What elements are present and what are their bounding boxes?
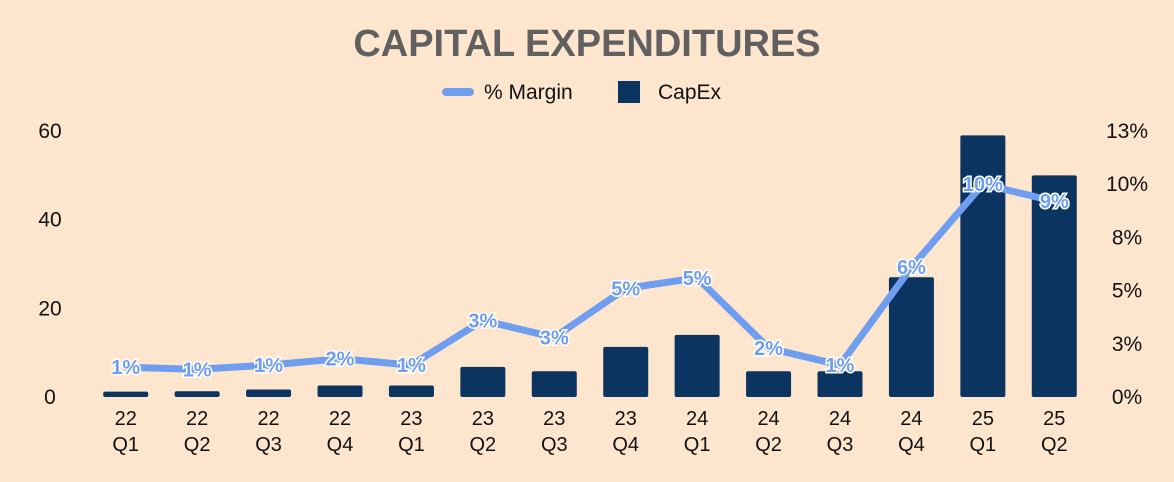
margin-data-label: 2%: [754, 338, 783, 360]
capex-bar: [246, 389, 292, 397]
margin-data-labels: 1% 1% 1% 2% 1% 3% 3% 5% 5% 2% 1% 6% 10% 9%: [110, 173, 1071, 383]
capex-bar: [1031, 175, 1077, 397]
legend-margin-label: % Margin: [484, 81, 573, 104]
margin-data-label: 3%: [540, 327, 569, 349]
capex-bar: [746, 371, 792, 397]
margin-data-label: 10%: [963, 174, 1003, 196]
category-year-label: 22: [257, 408, 279, 430]
margin-data-label: 2%: [326, 349, 355, 371]
margin-data-label: 3%: [468, 310, 497, 332]
category-year-label: 24: [686, 408, 708, 430]
capex-bar: [674, 334, 720, 397]
left-tick-label: 0: [44, 386, 56, 409]
category-year-label: 24: [900, 408, 922, 430]
category-quarter-label: Q1: [398, 434, 425, 456]
left-tick-label: 60: [38, 120, 61, 143]
chart-title: CAPITAL EXPENDITURES: [353, 23, 820, 65]
category-year-label: 24: [757, 408, 779, 430]
category-quarter-label: Q2: [755, 434, 782, 456]
capex-bar: [460, 366, 506, 397]
category-year-label: 23: [472, 408, 494, 430]
left-tick-label: 20: [38, 297, 61, 320]
category-year-label: 23: [615, 408, 637, 430]
capex-bar: [174, 391, 220, 397]
margin-data-label: 9%: [1040, 191, 1069, 213]
category-year-label: 25: [1043, 408, 1065, 430]
capex-bar: [317, 385, 363, 397]
category-year-label: 23: [543, 408, 565, 430]
x-axis: 22 Q1 22 Q2 22 Q3 22 Q4 23 Q1 23 Q2 23 Q3 23 Q4 24 Q1 24 Q2…: [112, 408, 1067, 456]
capex-bar: [531, 371, 577, 397]
margin-data-label: 5%: [683, 268, 712, 290]
category-quarter-label: Q2: [470, 434, 497, 456]
margin-line-group: [122, 180, 1058, 373]
right-tick-label: 5%: [1112, 280, 1142, 303]
right-tick-label: 10%: [1106, 173, 1148, 196]
margin-data-label: 1%: [254, 355, 283, 377]
legend-capex-label: CapEx: [658, 81, 722, 104]
capex-bar: [817, 371, 863, 397]
capex-bar: [388, 385, 434, 397]
category-year-label: 24: [829, 408, 851, 430]
capex-bar: [103, 391, 149, 397]
category-year-label: 22: [329, 408, 351, 430]
right-axis: 0% 3% 5% 8% 10% 13%: [1106, 120, 1148, 409]
left-tick-label: 40: [38, 209, 61, 232]
category-year-label: 23: [400, 408, 422, 430]
category-year-label: 22: [115, 408, 137, 430]
category-year-label: 22: [186, 408, 208, 430]
margin-data-label: 1%: [397, 355, 426, 377]
right-tick-label: 13%: [1106, 120, 1148, 143]
category-quarter-label: Q3: [827, 434, 854, 456]
category-quarter-label: Q2: [1041, 434, 1068, 456]
margin-data-label: 1%: [826, 355, 855, 377]
category-quarter-label: Q3: [255, 434, 282, 456]
category-quarter-label: Q1: [970, 434, 997, 456]
legend-capex-swatch: [618, 81, 640, 103]
legend: % Margin CapEx: [442, 81, 722, 104]
category-year-label: 25: [972, 408, 994, 430]
margin-data-label: 1%: [111, 357, 140, 379]
category-quarter-label: Q4: [612, 434, 639, 456]
capex-bar: [888, 277, 934, 397]
category-quarter-label: Q2: [184, 434, 211, 456]
margin-line: [122, 180, 1058, 373]
left-axis: 0 20 40 60: [38, 120, 61, 409]
capex-bar: [603, 346, 649, 397]
right-tick-label: 8%: [1112, 226, 1142, 249]
category-quarter-label: Q1: [684, 434, 711, 456]
margin-data-label: 6%: [897, 257, 926, 279]
margin-data-label: 5%: [611, 278, 640, 300]
category-quarter-label: Q1: [112, 434, 139, 456]
category-quarter-label: Q3: [541, 434, 568, 456]
right-tick-label: 0%: [1112, 386, 1142, 409]
margin-data-label: 1%: [183, 359, 212, 381]
capex-bars: [103, 135, 1077, 397]
category-quarter-label: Q4: [898, 434, 925, 456]
right-tick-label: 3%: [1112, 333, 1142, 356]
category-quarter-label: Q4: [327, 434, 354, 456]
